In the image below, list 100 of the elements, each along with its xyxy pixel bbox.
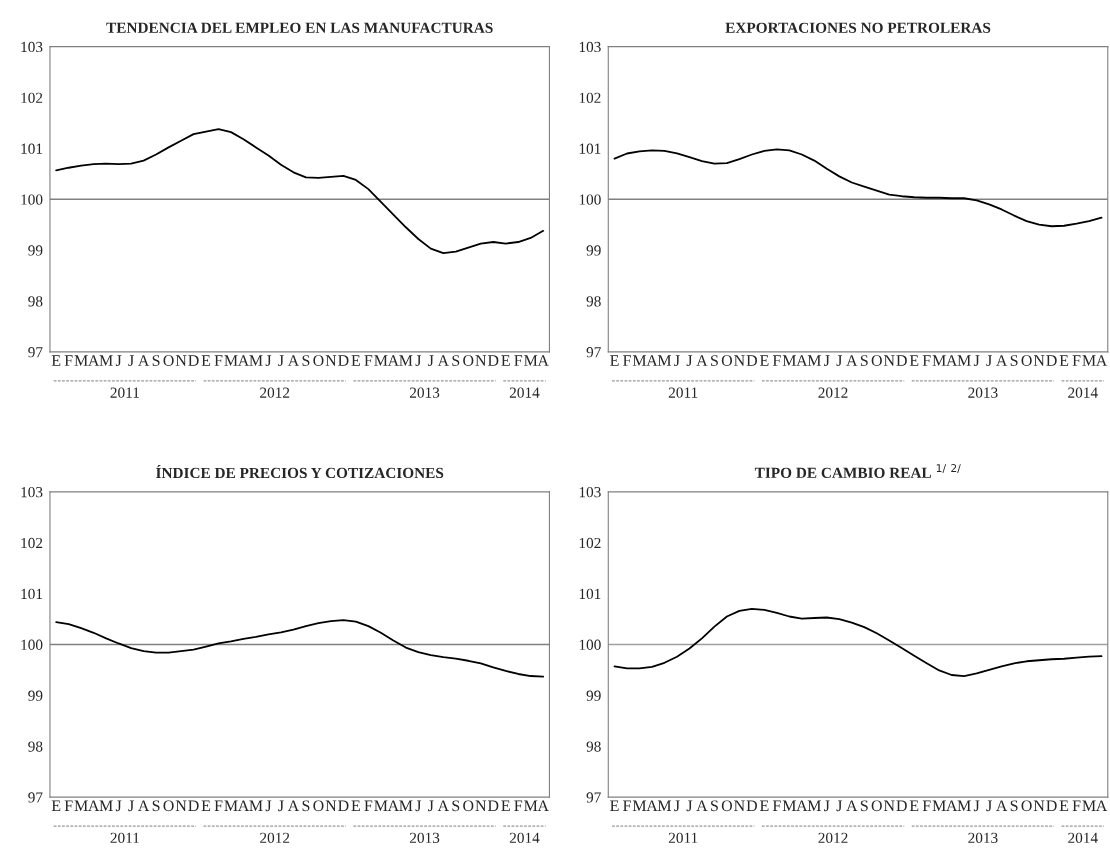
- x-tick-label: M: [932, 800, 946, 811]
- x-tick-label: A: [796, 355, 808, 366]
- x-tick-label: O: [463, 800, 474, 812]
- x-tick-label: A: [387, 355, 400, 366]
- x-tick-label: J: [973, 800, 980, 812]
- x-tick-label: J: [836, 800, 843, 812]
- x-tick-label: O: [163, 355, 174, 366]
- x-tick-label: F: [364, 800, 373, 811]
- x-tick-label: S: [302, 355, 310, 366]
- chart-title: TENDENCIA DEL EMPLEO EN LAS MANUFACTURAS: [106, 22, 493, 33]
- y-tick-label: 100: [579, 639, 601, 650]
- x-tick-label: A: [696, 800, 708, 811]
- y-tick-label: 99: [586, 690, 601, 701]
- x-tick-label: J: [824, 800, 830, 812]
- x-tick-label: O: [721, 355, 733, 366]
- x-tick-label: E: [51, 800, 61, 811]
- x-tick-label: S: [860, 800, 868, 812]
- x-tick-label: M: [807, 355, 821, 366]
- x-tick-label: O: [163, 800, 174, 812]
- x-tick-label: M: [74, 800, 88, 811]
- x-tick-label: E: [1059, 800, 1069, 811]
- x-tick-label: J: [674, 355, 680, 366]
- x-tick-label: M: [249, 355, 263, 366]
- x-tick-label: O: [1021, 355, 1032, 366]
- x-tick-label: E: [759, 800, 769, 811]
- x-tick-label: A: [387, 800, 400, 811]
- x-tick-label: N: [883, 355, 895, 366]
- x-tick-label: M: [657, 355, 672, 366]
- text: 2014: [1068, 387, 1098, 398]
- x-tick-label: E: [351, 355, 360, 366]
- text: 2011: [110, 832, 139, 843]
- x-tick-label: N: [734, 355, 745, 366]
- y-tick-label: 97: [586, 347, 601, 358]
- x-tick-label: S: [152, 355, 160, 366]
- x-tick-label: J: [986, 355, 992, 366]
- x-tick-label: J: [836, 355, 843, 366]
- x-tick-label: A: [946, 800, 958, 811]
- y-tick-label: 101: [21, 588, 43, 600]
- y-tick-label: 97: [586, 792, 601, 803]
- x-tick-label: M: [807, 800, 821, 811]
- x-tick-label: D: [188, 355, 199, 366]
- x-tick-label: J: [265, 355, 272, 366]
- x-tick-label: J: [115, 355, 122, 366]
- y-tick-label: 102: [21, 92, 43, 103]
- x-tick-label: J: [824, 355, 830, 366]
- x-tick-label: A: [846, 800, 858, 811]
- x-tick-label: J: [128, 800, 134, 812]
- x-tick-label: F: [364, 355, 373, 366]
- y-tick-label: 100: [21, 194, 43, 205]
- x-tick-label: S: [152, 800, 160, 812]
- x-tick-label: N: [475, 800, 487, 811]
- x-tick-label: M: [632, 800, 647, 811]
- x-tick-label: M: [374, 355, 388, 366]
- text: 2011: [110, 387, 139, 398]
- y-tick-label: 103: [21, 486, 43, 498]
- x-tick-label: F: [64, 800, 73, 811]
- x-tick-label: D: [1046, 355, 1057, 366]
- x-tick-label: A: [237, 355, 250, 366]
- x-tick-label: N: [734, 800, 745, 811]
- x-tick-label: M: [99, 800, 113, 811]
- text: 2011: [668, 832, 698, 843]
- x-tick-label: A: [437, 800, 449, 811]
- text: 2011: [668, 387, 698, 398]
- x-tick-label: A: [437, 355, 449, 366]
- x-tick-label: M: [1082, 800, 1096, 811]
- x-tick-label: N: [1033, 355, 1045, 366]
- x-tick-label: J: [428, 355, 434, 366]
- x-tick-label: M: [957, 800, 971, 811]
- x-tick-label: J: [986, 800, 992, 812]
- x-tick-label: F: [922, 355, 931, 366]
- x-tick-label: A: [537, 800, 549, 811]
- x-tick-label: A: [287, 355, 300, 366]
- text: 2013: [968, 832, 998, 843]
- x-tick-label: E: [351, 800, 360, 811]
- x-tick-label: M: [524, 800, 538, 811]
- x-tick-label: D: [896, 355, 907, 366]
- x-tick-label: O: [313, 355, 324, 366]
- x-tick-label: F: [922, 800, 931, 811]
- y-tick-label: 103: [579, 486, 601, 498]
- x-tick-label: A: [996, 355, 1008, 366]
- x-tick-label: S: [860, 355, 868, 366]
- x-tick-label: A: [88, 800, 100, 811]
- x-tick-label: A: [646, 800, 658, 811]
- x-tick-label: A: [138, 355, 150, 366]
- y-tick-label: 102: [579, 92, 601, 103]
- x-tick-label: M: [632, 355, 647, 366]
- x-tick-label: J: [428, 800, 434, 812]
- y-tick-label: 103: [21, 41, 43, 53]
- chart-title: TIPO DE CAMBIO REAL $^{1/ 2/}$: [754, 464, 961, 478]
- x-tick-label: M: [932, 355, 946, 366]
- x-tick-label: N: [475, 355, 487, 366]
- x-tick-label: F: [623, 800, 631, 811]
- x-tick-label: M: [524, 355, 538, 366]
- x-tick-label: O: [1021, 800, 1032, 812]
- x-tick-label: M: [374, 800, 388, 811]
- x-tick-label: E: [1059, 355, 1069, 366]
- line-series: [55, 619, 545, 678]
- x-tick-label: A: [88, 355, 100, 366]
- y-tick-label: 101: [579, 588, 601, 600]
- x-tick-label: A: [796, 800, 808, 811]
